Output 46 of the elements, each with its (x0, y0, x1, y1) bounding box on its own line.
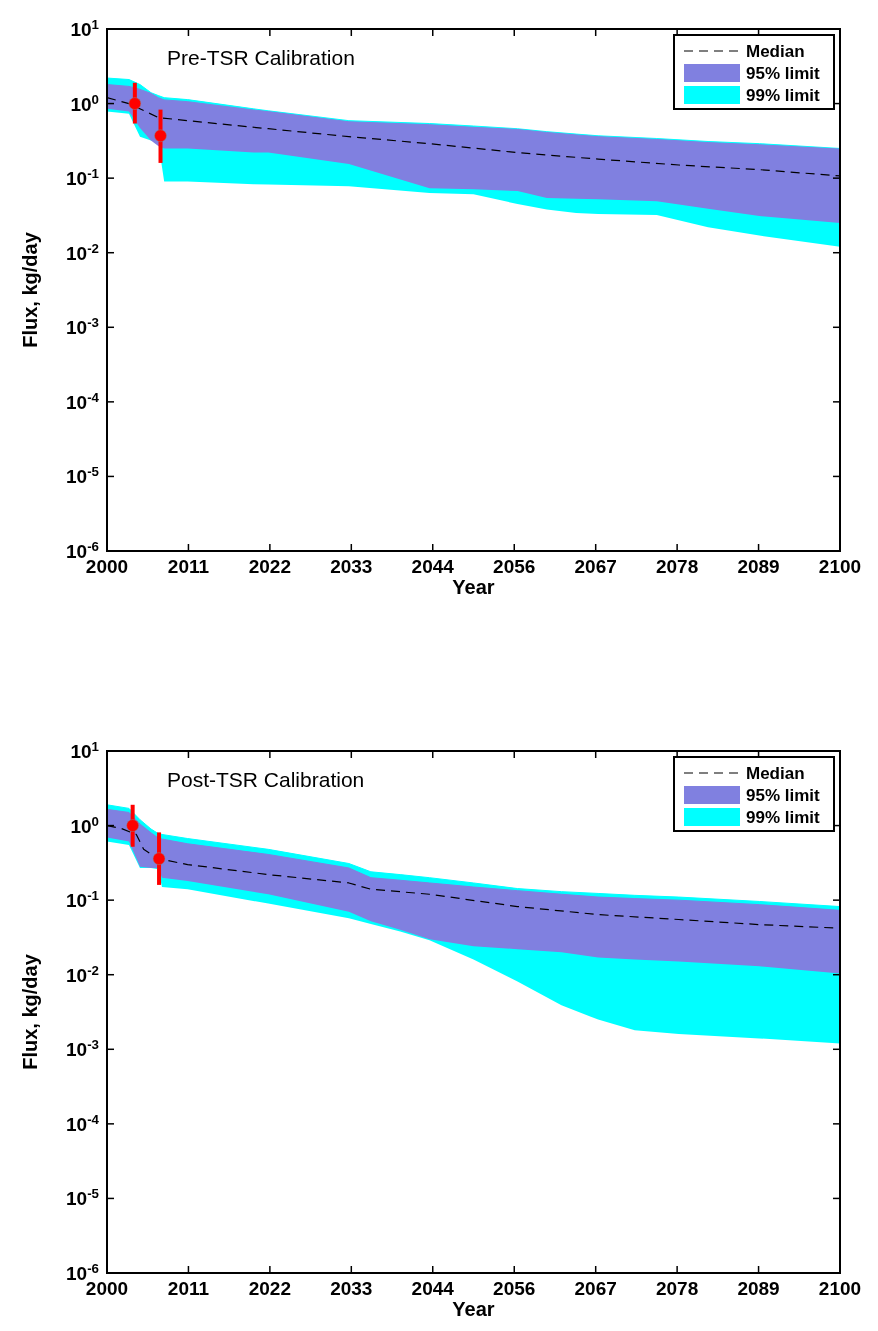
x-tick-label: 2089 (737, 1278, 780, 1299)
x-tick-label: 2000 (85, 1278, 129, 1299)
y-tick-label: 10$^{0}$ (70, 813, 99, 837)
y-tick-label: 10$^{-3}$ (66, 1036, 99, 1061)
legend-label: 99% limit (746, 86, 821, 105)
y-tick-label: 10$^{0}$ (70, 91, 99, 115)
x-tick-label: 2000 (85, 556, 129, 577)
x-tick-label: 2011 (167, 1278, 210, 1299)
x-tick-label: 2022 (248, 556, 292, 577)
y-tick-label: 10$^{-5}$ (66, 1185, 100, 1210)
x-tick-label: 2056 (493, 1278, 536, 1299)
x-tick-label: 2056 (493, 556, 536, 577)
x-axis-title: Year (452, 1298, 495, 1320)
y-tick-label: 10$^{1}$ (70, 16, 100, 40)
y-tick-label: 10$^{-2}$ (66, 962, 99, 986)
x-tick-label: 2044 (411, 556, 455, 577)
x-tick-label: 2044 (411, 1278, 455, 1299)
x-tick-label: 2100 (818, 1278, 862, 1299)
y-tick-label: 10$^{-3}$ (66, 314, 99, 339)
text: Post-TSR Calibration (167, 768, 365, 791)
x-tick-label: 2022 (248, 1278, 292, 1299)
x-tick-label: 2100 (818, 556, 862, 577)
legend-label: 99% limit (746, 808, 821, 827)
y-tick-label: 10$^{1}$ (70, 738, 100, 762)
y-tick-label: 10$^{-5}$ (66, 463, 100, 488)
x-tick-label: 2033 (330, 1278, 373, 1299)
y-axis-title: Flux, kg/day (19, 953, 41, 1070)
y-tick-label: 10$^{-2}$ (66, 240, 99, 264)
y-tick-label: 10$^{-4}$ (66, 389, 100, 413)
y-tick-label: 10$^{-1}$ (66, 887, 100, 912)
x-tick-label: 2078 (655, 1278, 699, 1299)
legend-label: Median (746, 764, 805, 783)
legend-label: Median (746, 42, 805, 61)
x-axis-title: Year (452, 576, 495, 598)
x-tick-label: 2078 (655, 556, 699, 577)
x-tick-label: 2067 (574, 1278, 617, 1299)
x-tick-label: 2089 (737, 556, 780, 577)
x-tick-label: 2033 (330, 556, 373, 577)
x-tick-label: 2067 (574, 556, 617, 577)
y-axis-title: Flux, kg/day (19, 231, 41, 348)
legend-label: 95% limit (746, 786, 821, 805)
legend-label: 95% limit (746, 64, 821, 83)
x-tick-label: 2011 (167, 556, 210, 577)
y-tick-label: 10$^{-1}$ (66, 165, 100, 190)
text: Pre-TSR Calibration (167, 46, 355, 69)
y-tick-label: 10$^{-4}$ (66, 1111, 100, 1135)
